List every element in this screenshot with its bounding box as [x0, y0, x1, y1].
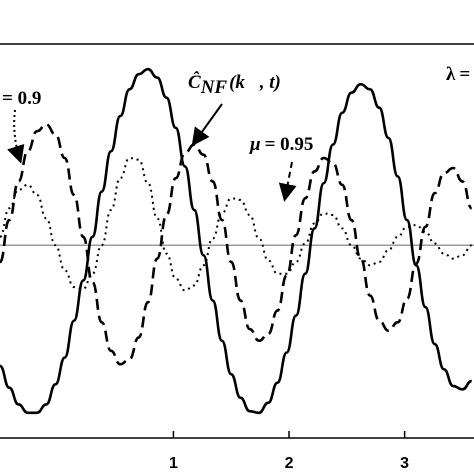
plot-frame: [0, 43, 474, 439]
annotation-c-nf: ĈNF (k⃗, t): [188, 71, 281, 147]
annotation-c-nf-arrow: [191, 103, 223, 147]
annotation-mu-0-9-label: = 0.9: [2, 88, 41, 109]
x-axis-ticks: 1 2 3: [169, 431, 409, 472]
series-dashed-line: [0, 123, 473, 366]
series-dotted-line: [0, 157, 472, 292]
annotation-lambda: λ =: [446, 64, 470, 85]
x-tick-label: 2: [285, 455, 294, 472]
series-layer: [0, 67, 473, 415]
annotation-lambda-label: λ =: [446, 64, 470, 85]
annotation-mu-0-9: = 0.9: [2, 88, 41, 164]
x-tick-label: 3: [400, 455, 409, 472]
annotation-mu-0-95-label: μ = 0.95: [249, 134, 313, 155]
series-solid-line: [0, 67, 472, 415]
annotation-mu-0-95-arrow: [278, 161, 297, 202]
x-tick-label: 1: [169, 455, 178, 472]
annotation-c-nf-label: ĈNF (k⃗, t): [188, 71, 281, 98]
annotation-mu-0-9-arrow: [7, 109, 25, 164]
annotation-mu-0-95: μ = 0.95: [249, 134, 313, 202]
